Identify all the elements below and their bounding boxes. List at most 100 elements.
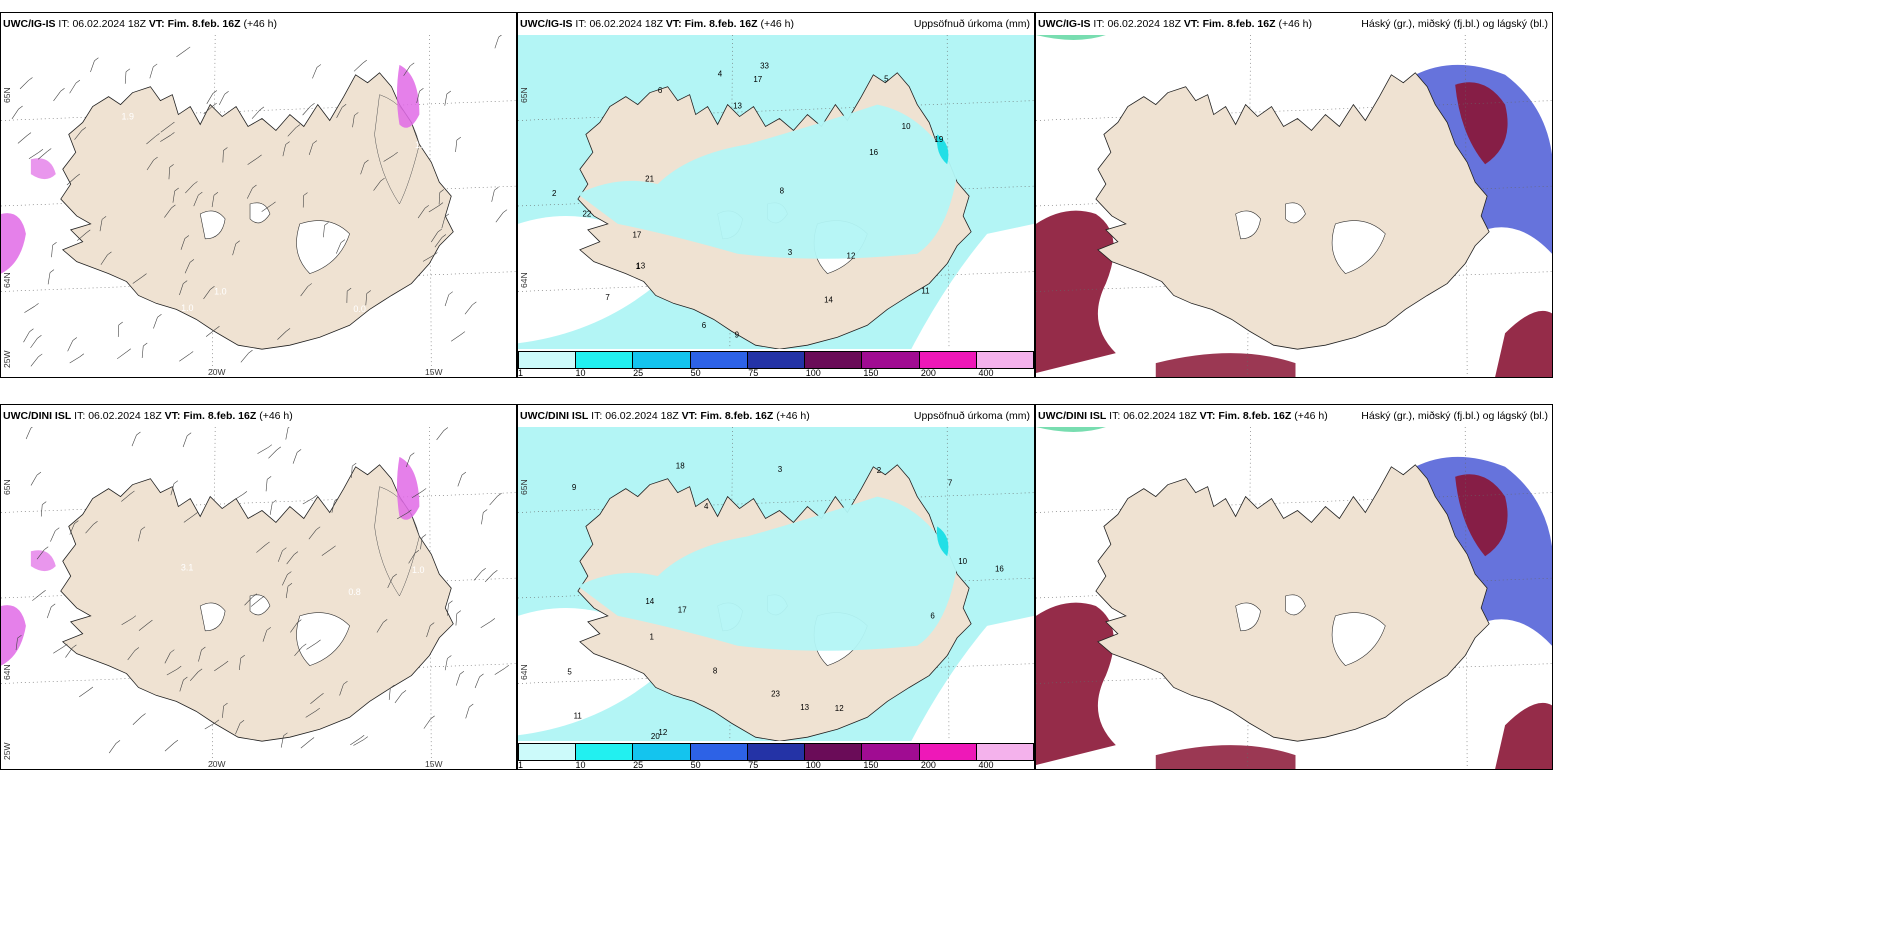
map-value-label: 17 — [678, 605, 687, 614]
map-area[interactable]: 7 5 6 10 3 21 17 13 19 16 22 33 12 8 9 4 11 2 1 6 14 17 13 — [518, 35, 1034, 377]
panel-header: UWC/IG-IS IT: 06.02.2024 18Z VT: Fim. 8.… — [1, 13, 516, 35]
lat-label: 25W — [2, 742, 12, 760]
map-value-label: 0.8 — [348, 587, 360, 597]
lon-label: 20W — [208, 759, 226, 769]
map-value-label: 20 — [651, 732, 660, 741]
lead-time: (+46 h) — [243, 18, 278, 30]
map-area[interactable]: 6 2 12 16 20 23 13 18 11 10 14 17 4 8 3 1 9 5 7 12 — [518, 427, 1034, 769]
map-panel-ig-precip: UWC/IG-IS IT: 06.02.2024 18Z VT: Fim. 8.… — [517, 12, 1035, 378]
map-value-label: 17 — [632, 230, 641, 239]
panel-header: UWC/DINI ISL IT: 06.02.2024 18Z VT: Fim.… — [1036, 405, 1552, 427]
lat-label: 64N — [2, 664, 12, 680]
field-title: Háský (gr.), miðský (fj.bl.) og lágský (… — [1361, 410, 1548, 422]
valid-time: Fim. 8.feb. 16Z — [684, 18, 758, 30]
field-title: Háský (gr.), miðský (fj.bl.) og lágský (… — [1361, 18, 1548, 30]
map-value-label: 7 — [948, 478, 953, 487]
panel-header: UWC/DINI ISL IT: 06.02.2024 18Z VT: Fim.… — [1, 405, 516, 427]
colorbar-swatch — [805, 352, 863, 368]
colorbar-label: 1 — [518, 368, 524, 378]
vt-label: VT: — [164, 410, 181, 422]
colorbar-swatch — [747, 352, 806, 368]
init-time: 06.02.2024 18Z — [1123, 410, 1197, 422]
valid-time: Fim. 8.feb. 16Z — [700, 410, 774, 422]
colorbar-label: 100 — [805, 368, 821, 378]
vt-label: VT: — [148, 18, 165, 30]
map-area[interactable]: 1.0 0.0 1.0 0.0 1.4 1.9 — [1, 35, 516, 377]
map-value-label: 16 — [869, 148, 878, 157]
it-label: IT: — [575, 18, 587, 30]
map-value-label: 9 — [735, 330, 740, 339]
map-value-label: 2 — [552, 189, 557, 198]
map-value-label: 1.0 — [412, 565, 424, 575]
colorbar-label: 200 — [920, 368, 936, 378]
panel-header: UWC/IG-IS IT: 06.02.2024 18Z VT: Fim. 8.… — [1036, 13, 1552, 35]
map-value-label: 11 — [574, 712, 583, 721]
it-label: IT: — [591, 410, 603, 422]
map-value-label: 6 — [658, 86, 663, 95]
map-canvas: 6 2 12 16 20 23 13 18 11 10 14 17 4 8 3 1 9 5 7 12 — [518, 427, 1034, 769]
lat-label: 65N — [2, 87, 12, 103]
colorbar-label: 50 — [690, 368, 701, 378]
map-panel-dini-precip: UWC/DINI ISL IT: 06.02.2024 18Z VT: Fim.… — [517, 404, 1035, 770]
colorbar-swatch — [919, 744, 977, 760]
lon-label: 15W — [425, 759, 443, 769]
it-label: IT: — [1109, 410, 1121, 422]
valid-time: Fim. 8.feb. 16Z — [1218, 410, 1292, 422]
colorbar-label: 25 — [633, 760, 644, 770]
map-value-label: 14 — [824, 296, 833, 305]
colorbar-label: 1 — [518, 760, 524, 770]
valid-time: Fim. 8.feb. 16Z — [1202, 18, 1276, 30]
lon-label: 15W — [425, 367, 443, 377]
map-canvas: 3.1 1.0 0.8 0.3 1.0 — [1, 427, 516, 769]
valid-time: Fim. 8.feb. 16Z — [167, 18, 241, 30]
map-value-label: 1.0 — [214, 287, 226, 297]
map-value-label: 12 — [658, 728, 667, 737]
map-value-label: 14 — [645, 597, 654, 606]
map-value-label: 13 — [733, 102, 742, 111]
lat-label: 64N — [2, 272, 12, 288]
valid-time: Fim. 8.feb. 16Z — [183, 410, 257, 422]
colorbar-swatch — [747, 744, 806, 760]
lead-time: (+46 h) — [1294, 410, 1328, 422]
colorbar-label: 150 — [863, 368, 879, 378]
map-value-label: 1.4 — [415, 140, 427, 150]
panel-header: UWC/DINI ISL IT: 06.02.2024 18Z VT: Fim.… — [518, 405, 1034, 427]
colorbar-swatch — [633, 744, 691, 760]
map-value-label: 22 — [582, 210, 591, 219]
map-value-label: 23 — [771, 690, 780, 699]
map-area[interactable]: 3.1 1.0 0.8 0.3 1.0 — [1, 427, 516, 769]
map-area[interactable] — [1036, 427, 1552, 769]
model-name: UWC/DINI ISL — [1038, 410, 1107, 422]
colorbar-label: 10 — [575, 368, 586, 378]
map-value-label: 6 — [930, 611, 935, 620]
map-canvas — [1036, 35, 1552, 377]
colorbar-swatch — [862, 744, 920, 760]
init-time: 06.02.2024 18Z — [589, 18, 663, 30]
lead-time: (+46 h) — [259, 410, 293, 422]
map-panel-dini-cloud: UWC/DINI ISL IT: 06.02.2024 18Z VT: Fim.… — [1035, 404, 1553, 770]
map-area[interactable] — [1036, 35, 1552, 377]
map-value-label: 5 — [884, 75, 889, 84]
map-panel-ig-cloud: UWC/IG-IS IT: 06.02.2024 18Z VT: Fim. 8.… — [1035, 12, 1553, 378]
colorbar-swatch — [690, 744, 748, 760]
lon-label: 20W — [208, 367, 226, 377]
lat-label: 65N — [519, 87, 529, 103]
lat-label: 65N — [519, 479, 529, 495]
lead-time: (+46 h) — [1278, 18, 1313, 30]
map-value-label: 10 — [902, 122, 911, 131]
colorbar-swatch — [519, 744, 577, 760]
model-name: UWC/IG-IS — [520, 18, 573, 30]
map-value-label: 33 — [760, 62, 769, 71]
map-value-label: 5 — [567, 667, 572, 676]
map-value-label: 17 — [753, 75, 762, 84]
map-value-label: 12 — [847, 251, 856, 260]
field-title: Uppsöfnuð úrkoma (mm) — [913, 410, 1030, 422]
map-value-label: 0.3 — [437, 451, 449, 461]
map-value-label: 18 — [676, 462, 685, 471]
map-panel-ig-wind: UWC/IG-IS IT: 06.02.2024 18Z VT: Fim. 8.… — [0, 12, 517, 378]
map-value-label: 8 — [713, 667, 718, 676]
colorbar-swatch — [976, 744, 1033, 760]
map-value-label: 8 — [780, 186, 785, 195]
colorbar-swatch — [690, 352, 748, 368]
